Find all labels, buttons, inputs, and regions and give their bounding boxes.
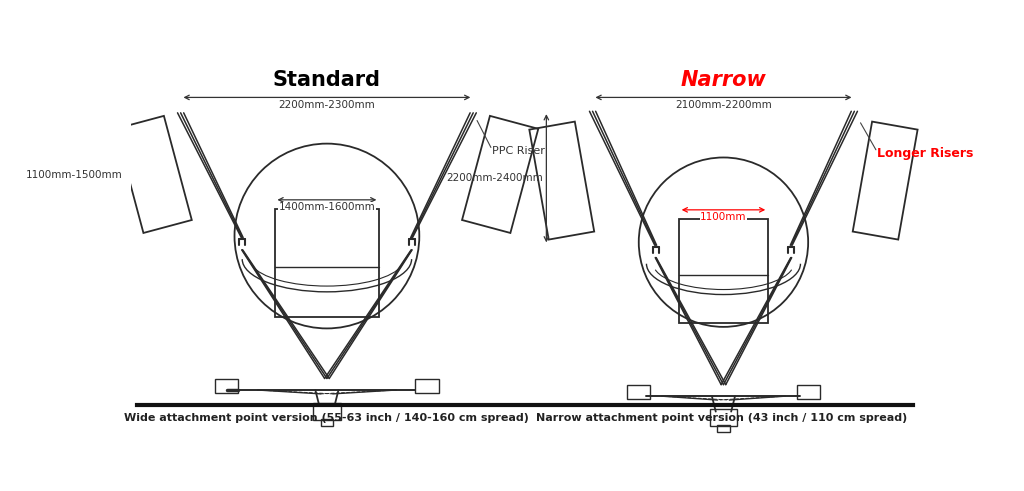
- Text: Narrow: Narrow: [681, 71, 766, 90]
- Text: Wide attachment point version (55-63 inch / 140-160 cm spread): Wide attachment point version (55-63 inc…: [125, 413, 529, 423]
- Text: 1100mm: 1100mm: [700, 212, 746, 222]
- Text: 2200mm-2400mm: 2200mm-2400mm: [445, 173, 543, 183]
- Text: 1400mm-1600mm: 1400mm-1600mm: [279, 202, 375, 212]
- Text: Narrow attachment point version (43 inch / 110 cm spread): Narrow attachment point version (43 inch…: [537, 413, 907, 423]
- Text: Standard: Standard: [273, 71, 381, 90]
- Text: Longer Risers: Longer Risers: [878, 147, 974, 160]
- Text: PPC Riser: PPC Riser: [493, 146, 546, 156]
- Text: 1100mm-1500mm: 1100mm-1500mm: [26, 170, 123, 180]
- Text: 2100mm-2200mm: 2100mm-2200mm: [675, 100, 772, 109]
- Text: 2200mm-2300mm: 2200mm-2300mm: [279, 100, 375, 109]
